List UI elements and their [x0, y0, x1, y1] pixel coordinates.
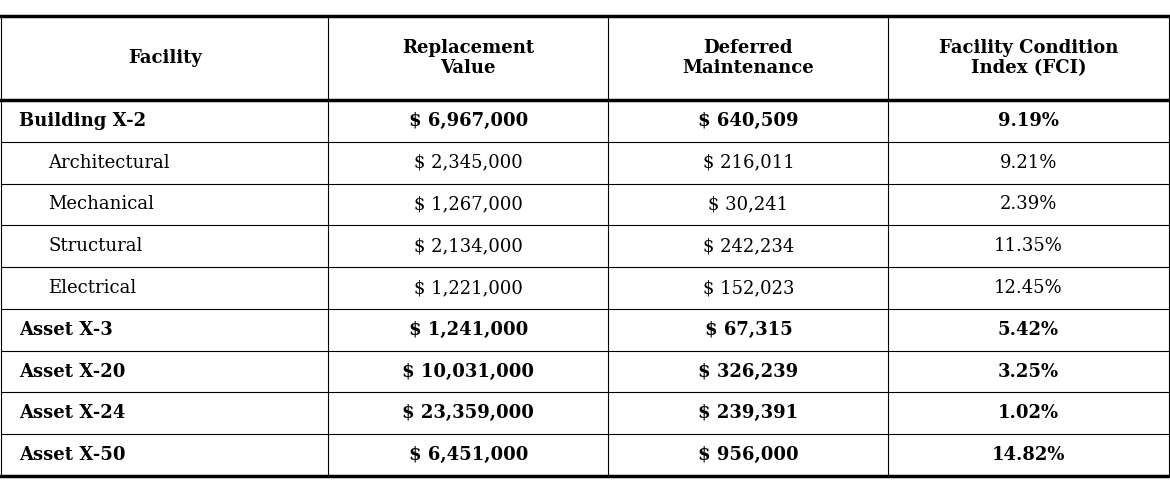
Text: $ 1,221,000: $ 1,221,000 — [414, 279, 523, 297]
Text: $ 10,031,000: $ 10,031,000 — [402, 363, 535, 380]
Text: 9.21%: 9.21% — [1000, 154, 1058, 172]
Text: $ 67,315: $ 67,315 — [704, 321, 792, 339]
Text: 9.19%: 9.19% — [998, 112, 1059, 130]
Text: $ 6,967,000: $ 6,967,000 — [408, 112, 528, 130]
Text: 14.82%: 14.82% — [992, 446, 1066, 464]
Text: $ 1,267,000: $ 1,267,000 — [414, 195, 523, 214]
Text: 2.39%: 2.39% — [1000, 195, 1058, 214]
Text: $ 2,345,000: $ 2,345,000 — [414, 154, 523, 172]
Text: $ 1,241,000: $ 1,241,000 — [408, 321, 528, 339]
Text: $ 216,011: $ 216,011 — [702, 154, 794, 172]
Text: Asset X-20: Asset X-20 — [19, 363, 125, 380]
Text: Building X-2: Building X-2 — [19, 112, 146, 130]
Text: $ 23,359,000: $ 23,359,000 — [402, 404, 535, 422]
Text: $ 6,451,000: $ 6,451,000 — [408, 446, 528, 464]
Text: 5.42%: 5.42% — [998, 321, 1059, 339]
Text: Asset X-24: Asset X-24 — [19, 404, 125, 422]
Text: $ 152,023: $ 152,023 — [703, 279, 794, 297]
Text: Architectural: Architectural — [48, 154, 170, 172]
Text: $ 326,239: $ 326,239 — [698, 363, 798, 380]
Text: Mechanical: Mechanical — [48, 195, 154, 214]
Text: Asset X-3: Asset X-3 — [19, 321, 112, 339]
Text: 3.25%: 3.25% — [998, 363, 1059, 380]
Text: Replacement
Value: Replacement Value — [402, 39, 535, 77]
Text: $ 640,509: $ 640,509 — [698, 112, 799, 130]
Text: Structural: Structural — [48, 237, 143, 255]
Text: Facility Condition
Index (FCI): Facility Condition Index (FCI) — [938, 39, 1119, 77]
Text: 12.45%: 12.45% — [994, 279, 1062, 297]
Text: $ 239,391: $ 239,391 — [698, 404, 798, 422]
Text: Asset X-50: Asset X-50 — [19, 446, 125, 464]
Text: $ 30,241: $ 30,241 — [708, 195, 789, 214]
Text: Facility: Facility — [128, 49, 201, 67]
Text: $ 956,000: $ 956,000 — [698, 446, 799, 464]
Text: 11.35%: 11.35% — [994, 237, 1064, 255]
Text: Electrical: Electrical — [48, 279, 137, 297]
Text: $ 2,134,000: $ 2,134,000 — [414, 237, 523, 255]
Text: $ 242,234: $ 242,234 — [703, 237, 794, 255]
Text: 1.02%: 1.02% — [998, 404, 1059, 422]
Text: Deferred
Maintenance: Deferred Maintenance — [682, 39, 814, 77]
